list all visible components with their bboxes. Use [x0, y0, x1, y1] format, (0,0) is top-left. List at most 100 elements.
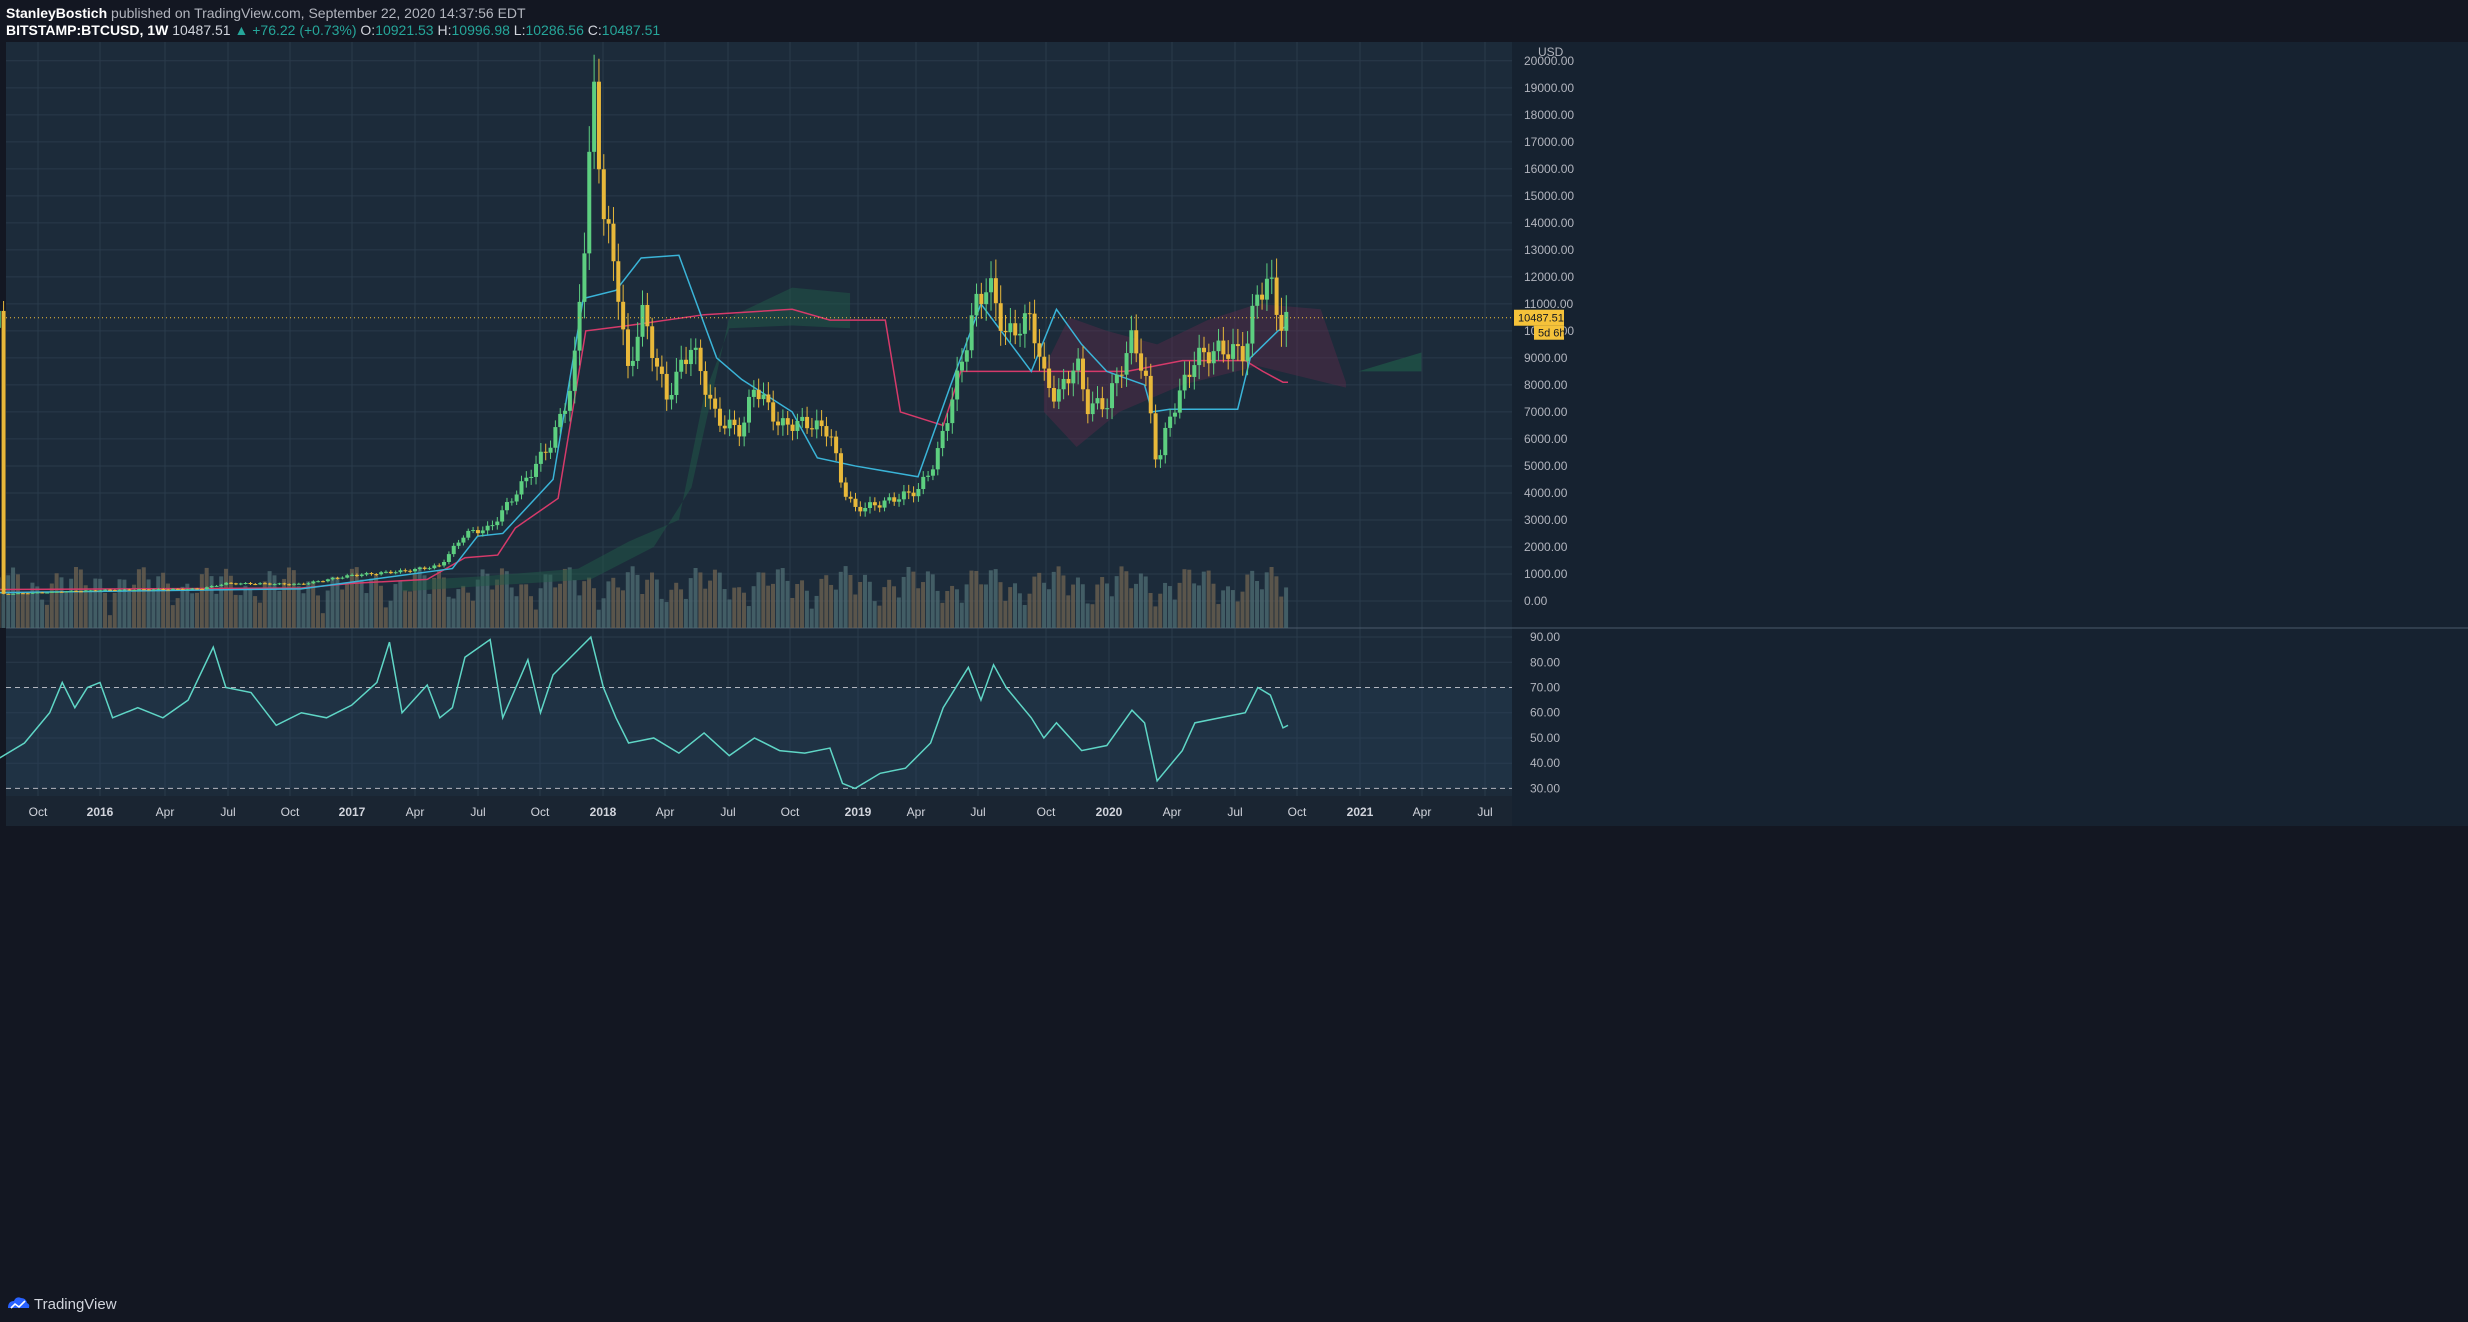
candle-body	[655, 358, 660, 367]
candle-body	[321, 581, 326, 583]
candle-body	[529, 476, 534, 478]
rsi-pane	[6, 628, 1512, 796]
volume-bar	[654, 579, 659, 628]
volume-bar	[611, 577, 616, 628]
volume-bar	[495, 579, 500, 628]
volume-bar	[916, 588, 921, 628]
time-tick-label: Oct	[29, 805, 48, 819]
candle-body	[606, 219, 611, 224]
price-tick-label: 20000.00	[1524, 54, 1574, 68]
candle-body	[703, 371, 708, 395]
volume-bar	[224, 568, 229, 628]
tradingview-logo-icon[interactable]	[6, 1296, 30, 1314]
candle-body	[1008, 323, 1013, 333]
candle-body	[935, 448, 940, 470]
volume-bar	[1187, 569, 1192, 628]
author-name[interactable]: StanleyBostich	[6, 5, 108, 21]
candle-body	[1105, 408, 1110, 410]
volume-bar	[475, 579, 480, 628]
candle-body	[1284, 311, 1289, 331]
candle-body	[20, 593, 25, 595]
candle-body	[1013, 323, 1018, 336]
tradingview-brand[interactable]: TradingView	[34, 1296, 117, 1313]
volume-bar	[1269, 567, 1274, 628]
volume-bar	[388, 600, 393, 628]
candle-body	[577, 301, 582, 351]
volume-bar	[533, 609, 538, 628]
candle-body	[1172, 412, 1177, 417]
price-tick-label: 18000.00	[1524, 108, 1574, 122]
candle-body	[548, 447, 553, 453]
candle-body	[1226, 354, 1231, 359]
candle-body	[166, 589, 171, 591]
candle-body	[248, 582, 253, 585]
candle-body	[1168, 416, 1173, 428]
time-tick-label: 2017	[339, 805, 366, 819]
candle-body	[964, 350, 969, 362]
volume-bar	[219, 576, 224, 628]
candle-body	[427, 568, 432, 570]
candle-body	[456, 542, 461, 546]
volume-bar	[717, 572, 722, 628]
price-tick-label: 13000.00	[1524, 243, 1574, 257]
symbol-label[interactable]: BITSTAMP:BTCUSD, 1W	[6, 22, 169, 38]
last-price-text: 10487.51	[172, 22, 231, 38]
candle-body	[345, 575, 350, 578]
btc-weekly-chart[interactable]: 0.00 1000.00 2000.00 3000.00 4000.00 5000.00 6…	[0, 42, 2468, 1290]
candle-body	[258, 583, 263, 585]
volume-bar	[896, 597, 901, 628]
candle-body	[122, 589, 127, 591]
candle-body	[1085, 389, 1090, 415]
volume-bar	[669, 589, 674, 628]
footer-bar: TradingView	[0, 1290, 2468, 1322]
volume-bar	[69, 578, 74, 628]
candle-body	[64, 591, 69, 593]
rsi-band	[6, 687, 1512, 789]
countdown-tag	[1534, 325, 1564, 340]
volume-bar	[848, 574, 853, 628]
candle-body	[1250, 305, 1255, 344]
candle-body	[272, 584, 277, 586]
candle-body	[461, 537, 466, 543]
volume-bar	[311, 581, 316, 628]
candle-body	[233, 583, 238, 585]
volume-bar	[141, 567, 146, 628]
volume-bar	[499, 568, 504, 628]
change-text: ▲ +76.22 (+0.73%)	[234, 22, 357, 38]
candle-body	[1143, 370, 1148, 376]
volume-bar	[1211, 583, 1216, 628]
volume-bar	[369, 578, 374, 628]
candle-body	[1080, 358, 1085, 390]
candle-body	[911, 492, 916, 497]
time-tick-label: Jul	[1227, 805, 1242, 819]
volume-bar	[136, 569, 141, 628]
candle-body	[471, 530, 476, 532]
candle-body	[882, 500, 887, 508]
volume-bar	[1235, 601, 1240, 628]
candle-body	[359, 574, 364, 576]
volume-bar	[625, 572, 630, 628]
volume-bar	[867, 581, 872, 628]
volume-bar	[1230, 590, 1235, 628]
volume-bar	[1032, 576, 1037, 628]
candle-body	[582, 253, 587, 302]
candle-body	[1197, 347, 1202, 366]
candle-body	[1119, 374, 1124, 376]
candle-body	[446, 554, 451, 562]
candle-body	[1022, 313, 1027, 334]
ohlc-legend: BITSTAMP:BTCUSD, 1W 10487.51 ▲ +76.22 (+…	[6, 22, 660, 38]
volume-bar	[558, 583, 563, 628]
candle-body	[451, 545, 456, 555]
volume-bar	[146, 579, 151, 628]
volume-bar	[30, 582, 35, 628]
volume-bar	[562, 568, 567, 628]
volume-bar	[635, 574, 640, 628]
open-value: 10921.53	[375, 22, 434, 38]
volume-bar	[1163, 582, 1168, 628]
volume-bar	[199, 574, 204, 628]
candle-body	[1206, 352, 1211, 364]
volume-bar	[993, 569, 998, 628]
volume-bar	[722, 589, 727, 628]
time-tick-label: Apr	[406, 805, 425, 819]
candle-body	[742, 422, 747, 437]
